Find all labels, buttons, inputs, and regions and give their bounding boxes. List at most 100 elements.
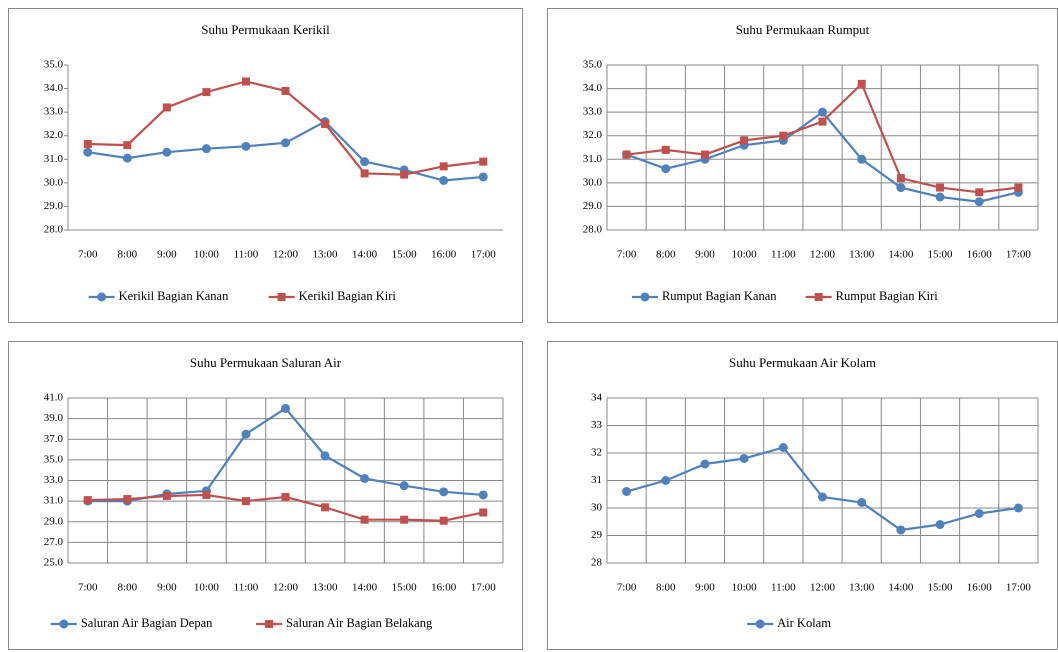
marker — [622, 487, 632, 496]
x-tick-label: 8:00 — [656, 249, 676, 261]
marker — [360, 473, 370, 483]
y-tick-label: 34 — [591, 392, 603, 404]
y-tick-label: 31 — [591, 474, 602, 486]
x-tick-label: 9:00 — [157, 582, 177, 594]
y-tick-label: 34.0 — [583, 82, 603, 94]
chart-title: Suhu Permukaan Kerikil — [201, 22, 330, 37]
y-tick-label: 35.0 — [44, 453, 64, 465]
marker — [779, 131, 788, 140]
marker — [622, 150, 631, 159]
y-tick-label: 30 — [591, 502, 603, 514]
x-tick-label: 17:00 — [1006, 582, 1032, 594]
x-tick-label: 14:00 — [888, 582, 914, 594]
marker — [857, 498, 867, 507]
x-tick-label: 11:00 — [771, 582, 796, 594]
x-tick-label: 13:00 — [849, 249, 875, 261]
y-tick-label: 34.0 — [44, 82, 64, 94]
marker — [661, 164, 671, 174]
x-tick-label: 8:00 — [118, 582, 138, 594]
marker — [936, 183, 945, 192]
x-tick-label: 8:00 — [118, 249, 138, 261]
y-tick-label: 29.0 — [583, 200, 603, 212]
marker — [661, 476, 671, 485]
marker — [1013, 503, 1023, 513]
x-tick-label: 11:00 — [234, 582, 259, 594]
chart: Suhu Permukaan Air Kolam 28 29 30 31 32 33 34 7:… — [547, 341, 1058, 650]
marker — [360, 515, 369, 524]
y-tick-label: 29.0 — [44, 515, 64, 527]
marker — [281, 403, 290, 413]
marker — [818, 117, 827, 126]
y-tick-label: 30.0 — [44, 176, 64, 188]
legend-label: Saluran Air Bagian Belakang — [286, 616, 433, 630]
marker — [896, 525, 906, 535]
marker — [399, 481, 409, 491]
x-tick-label: 12:00 — [273, 249, 299, 261]
x-tick-label: 11:00 — [771, 249, 796, 261]
x-tick-label: 10:00 — [732, 249, 758, 261]
marker — [321, 119, 330, 128]
x-tick-label: 9:00 — [695, 582, 715, 594]
marker — [896, 183, 906, 193]
marker — [1014, 183, 1023, 192]
x-tick-label: 17:00 — [471, 582, 497, 594]
chart-title: Suhu Permukaan Air Kolam — [729, 355, 876, 370]
x-tick-label: 16:00 — [967, 249, 993, 261]
x-tick-label: 7:00 — [617, 249, 637, 261]
legend-label: Kerikil Bagian Kanan — [119, 289, 229, 303]
chart: Suhu Permukaan Rumput 28.0 29.0 30.0 31.0 32.… — [547, 8, 1058, 323]
marker — [281, 86, 290, 95]
marker — [241, 429, 251, 439]
marker — [778, 443, 788, 452]
marker — [83, 147, 93, 157]
marker — [241, 77, 250, 86]
marker — [661, 145, 670, 154]
marker — [478, 490, 488, 500]
marker — [857, 154, 867, 164]
y-tick-label: 30.0 — [583, 176, 603, 188]
marker — [162, 147, 172, 157]
marker — [478, 172, 488, 182]
marker — [975, 188, 984, 197]
y-tick-label: 35.0 — [44, 59, 64, 71]
x-tick-label: 9:00 — [157, 249, 177, 261]
marker — [162, 491, 171, 500]
marker — [201, 144, 211, 154]
chart-title: Suhu Permukaan Rumput — [736, 22, 870, 37]
y-tick-label: 33.0 — [44, 474, 64, 486]
x-tick-label: 10:00 — [194, 249, 220, 261]
x-tick-label: 10:00 — [194, 582, 220, 594]
marker — [896, 174, 905, 183]
chart-title: Suhu Permukaan Saluran Air — [190, 355, 342, 370]
x-tick-label: 16:00 — [431, 249, 457, 261]
marker — [400, 170, 409, 179]
marker — [83, 139, 92, 148]
marker — [281, 138, 290, 148]
legend-label: Kerikil Bagian Kiri — [299, 289, 397, 303]
y-tick-label: 41.0 — [44, 392, 64, 404]
x-tick-label: 15:00 — [392, 249, 418, 261]
marker — [321, 503, 330, 512]
x-tick-label: 7:00 — [78, 582, 98, 594]
marker — [320, 451, 330, 461]
marker — [241, 141, 251, 151]
y-tick-label: 31.0 — [44, 495, 64, 507]
marker — [818, 107, 827, 117]
y-tick-label: 33.0 — [44, 106, 64, 118]
y-tick-label: 32.0 — [44, 129, 64, 141]
marker — [122, 153, 132, 163]
y-tick-label: 25.0 — [44, 557, 64, 569]
marker — [439, 516, 448, 525]
marker — [277, 293, 286, 301]
marker — [479, 508, 488, 517]
marker — [202, 88, 211, 97]
marker — [818, 492, 827, 502]
marker — [974, 509, 984, 518]
x-tick-label: 10:00 — [732, 582, 758, 594]
marker — [400, 515, 409, 524]
marker — [935, 520, 945, 529]
x-tick-label: 17:00 — [1006, 249, 1032, 261]
x-tick-label: 15:00 — [392, 582, 418, 594]
y-tick-label: 35.0 — [583, 59, 603, 71]
marker — [814, 293, 823, 301]
